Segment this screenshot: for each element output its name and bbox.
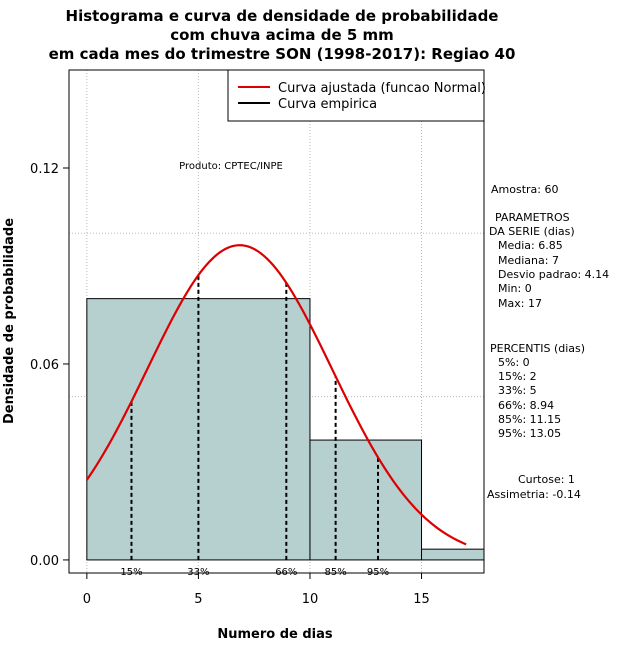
percentile-label-15: 15% bbox=[120, 567, 142, 578]
stat-min: Min: 0 bbox=[498, 282, 532, 295]
stat-p33: 33%: 5 bbox=[498, 384, 537, 397]
title-line-1: Histograma e curva de densidade de proba… bbox=[66, 7, 499, 25]
fitted-normal-curve bbox=[85, 244, 467, 546]
stat-p85: 85%: 11.15 bbox=[498, 413, 561, 426]
legend-fitted-label: Curva ajustada (funcao Normal) bbox=[278, 81, 486, 96]
producer-label: Produto: CPTEC/INPE bbox=[179, 161, 283, 172]
x-tick-label: 5 bbox=[194, 592, 202, 607]
stat-p66: 66%: 8.94 bbox=[498, 399, 554, 412]
stat-median: Mediana: 7 bbox=[498, 254, 559, 267]
histogram-bar-2 bbox=[309, 439, 423, 561]
stat-kurtosis: Curtose: 1 bbox=[518, 473, 575, 486]
percentile-label-33: 33% bbox=[187, 567, 209, 578]
histogram-bars bbox=[86, 298, 485, 561]
stat-skewness: Assimetria: -0.14 bbox=[487, 488, 581, 501]
legend: Curva ajustada (funcao Normal) Curva emp… bbox=[227, 69, 486, 122]
x-tick-label: 0 bbox=[83, 592, 91, 607]
title-line-3: em cada mes do trimestre SON (1998-2017)… bbox=[49, 45, 516, 63]
stat-params-header-1: PARAMETROS bbox=[495, 211, 570, 224]
histogram-bar-1 bbox=[86, 298, 311, 561]
percentile-label-95: 95% bbox=[367, 567, 389, 578]
title-line-2: com chuva acima de 5 mm bbox=[170, 26, 394, 44]
y-tick-label: 0.06 bbox=[30, 358, 59, 373]
axes: 0.00 0.06 0.12 0 5 10 15 bbox=[30, 70, 430, 607]
percentile-label-66: 66% bbox=[275, 567, 297, 578]
stat-params-header-2: DA SERIE (dias) bbox=[489, 225, 575, 238]
stat-p15: 15%: 2 bbox=[498, 370, 537, 383]
x-tick-label: 10 bbox=[302, 592, 319, 607]
x-axis-label: Numero de dias bbox=[217, 627, 333, 642]
histogram-bar-3 bbox=[421, 548, 485, 561]
percentile-label-85: 85% bbox=[325, 567, 347, 578]
x-tick-label: 15 bbox=[413, 592, 430, 607]
stats-panel: Amostra: 60 PARAMETROS DA SERIE (dias) M… bbox=[487, 183, 609, 501]
stat-p5: 5%: 0 bbox=[498, 356, 530, 369]
stat-sample: Amostra: 60 bbox=[491, 183, 558, 196]
stat-max: Max: 17 bbox=[498, 297, 542, 310]
stat-percentiles-header: PERCENTIS (dias) bbox=[490, 342, 585, 355]
legend-empirical-label: Curva empirica bbox=[278, 97, 377, 112]
chart-title: Histograma e curva de densidade de proba… bbox=[49, 7, 516, 63]
percentile-markers: 15% 33% 66% 85% 95% bbox=[120, 275, 389, 578]
stat-sd: Desvio padrao: 4.14 bbox=[498, 268, 609, 281]
legend-box bbox=[227, 69, 485, 122]
stat-p95: 95%: 13.05 bbox=[498, 427, 561, 440]
y-axis-label: Densidade de probabilidade bbox=[2, 218, 17, 424]
y-tick-label: 0.00 bbox=[30, 554, 59, 569]
fitted-curve-layer bbox=[85, 244, 467, 546]
y-tick-label: 0.12 bbox=[30, 162, 59, 177]
stat-mean: Media: 6.85 bbox=[498, 239, 563, 252]
